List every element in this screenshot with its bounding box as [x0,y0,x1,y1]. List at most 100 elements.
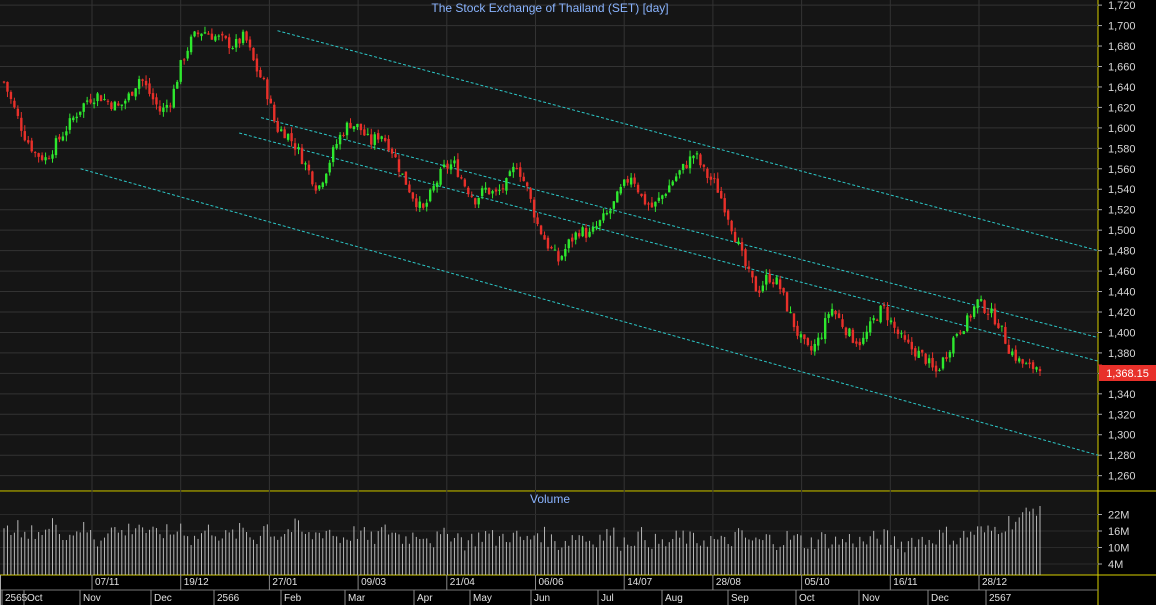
candle-body [536,217,539,225]
candle [702,163,706,172]
candle-body [68,118,72,130]
candle [113,100,117,111]
candle-body [283,129,286,139]
price-tick-label: 1,300 [1108,430,1136,442]
candle [823,312,827,344]
candle [609,207,612,220]
date-axis: 07/11 19/12 27/01 09/03 21/04 06/06 14/07 28/08… [1,575,1012,605]
candle-body [293,143,297,150]
candle-body [851,329,855,343]
candle [231,46,234,50]
candle [730,219,733,235]
candle-body [875,319,879,321]
candle [761,280,765,293]
price-tick-label: 1,600 [1108,123,1136,135]
candle [1024,361,1028,365]
candle [470,191,473,198]
candle-body [522,176,525,182]
candle-body [439,169,442,185]
candle [827,311,830,324]
candle [2,80,6,84]
candle [373,131,376,150]
candle-body [44,157,47,161]
month-label: Aug [665,593,683,604]
candle-body [931,357,934,368]
candle-body [546,237,550,249]
candle [439,167,442,187]
candle-body [595,226,598,229]
date-label: 09/03 [361,577,386,588]
candle [654,201,657,212]
candle [813,339,816,356]
candle [425,199,428,212]
candle [404,171,408,185]
candle-body [51,154,54,159]
candle-body [775,277,778,285]
candle [758,285,761,298]
candle [1000,325,1004,332]
date-label: 19/12 [184,577,209,588]
candle-body [941,357,945,369]
candle-body [415,198,418,208]
trend-channel-lines [80,30,1099,456]
last-price-badge-box [1099,365,1156,381]
candle [179,59,182,85]
candle [553,244,557,251]
price-tick-label: 1,540 [1108,184,1136,196]
candle [141,78,144,87]
candle [366,128,370,136]
candle [248,36,252,51]
candle [848,327,851,337]
candle [300,143,304,165]
candle-body [761,285,765,292]
candle [765,269,768,291]
candle-body [394,154,397,158]
candle-body [772,282,775,285]
price-tick-label: 1,720 [1108,0,1136,12]
candle [692,155,695,164]
candle-body [148,83,151,94]
candle-body [737,241,740,245]
month-label: 2566 [217,593,240,604]
candle [463,178,467,188]
candle [723,193,726,217]
candle-body [321,182,324,188]
candle-body [685,164,688,169]
candle-body [297,146,300,149]
candle-body [869,321,872,333]
candle [335,139,338,150]
candle [529,187,532,203]
candle [896,326,900,339]
candle-body [151,93,155,100]
price-tick-label: 1,660 [1108,61,1136,73]
candle [910,337,913,355]
candle-body [65,131,68,136]
volume-tick-label: 10M [1108,543,1129,555]
candle [796,320,799,340]
candle-body [228,37,231,49]
candle [917,346,920,358]
candle [976,299,979,314]
candle-body [584,228,588,238]
candle-body [872,318,875,321]
candle [865,325,868,342]
candle [581,225,584,238]
candle [643,191,647,206]
candle [9,90,13,104]
candle-body [1021,359,1024,364]
date-label: 28/08 [716,577,741,588]
candle [255,53,259,78]
candle [228,33,231,54]
candle-body [92,102,96,105]
candle [290,127,293,147]
candle [269,95,272,104]
candle-body [113,101,117,111]
candle-body [1007,344,1011,354]
date-label: 05/10 [805,577,830,588]
candle-body [345,122,349,136]
candle-body [141,79,144,81]
candle [751,270,754,284]
candle-body [193,31,196,37]
candle-body [172,88,175,108]
